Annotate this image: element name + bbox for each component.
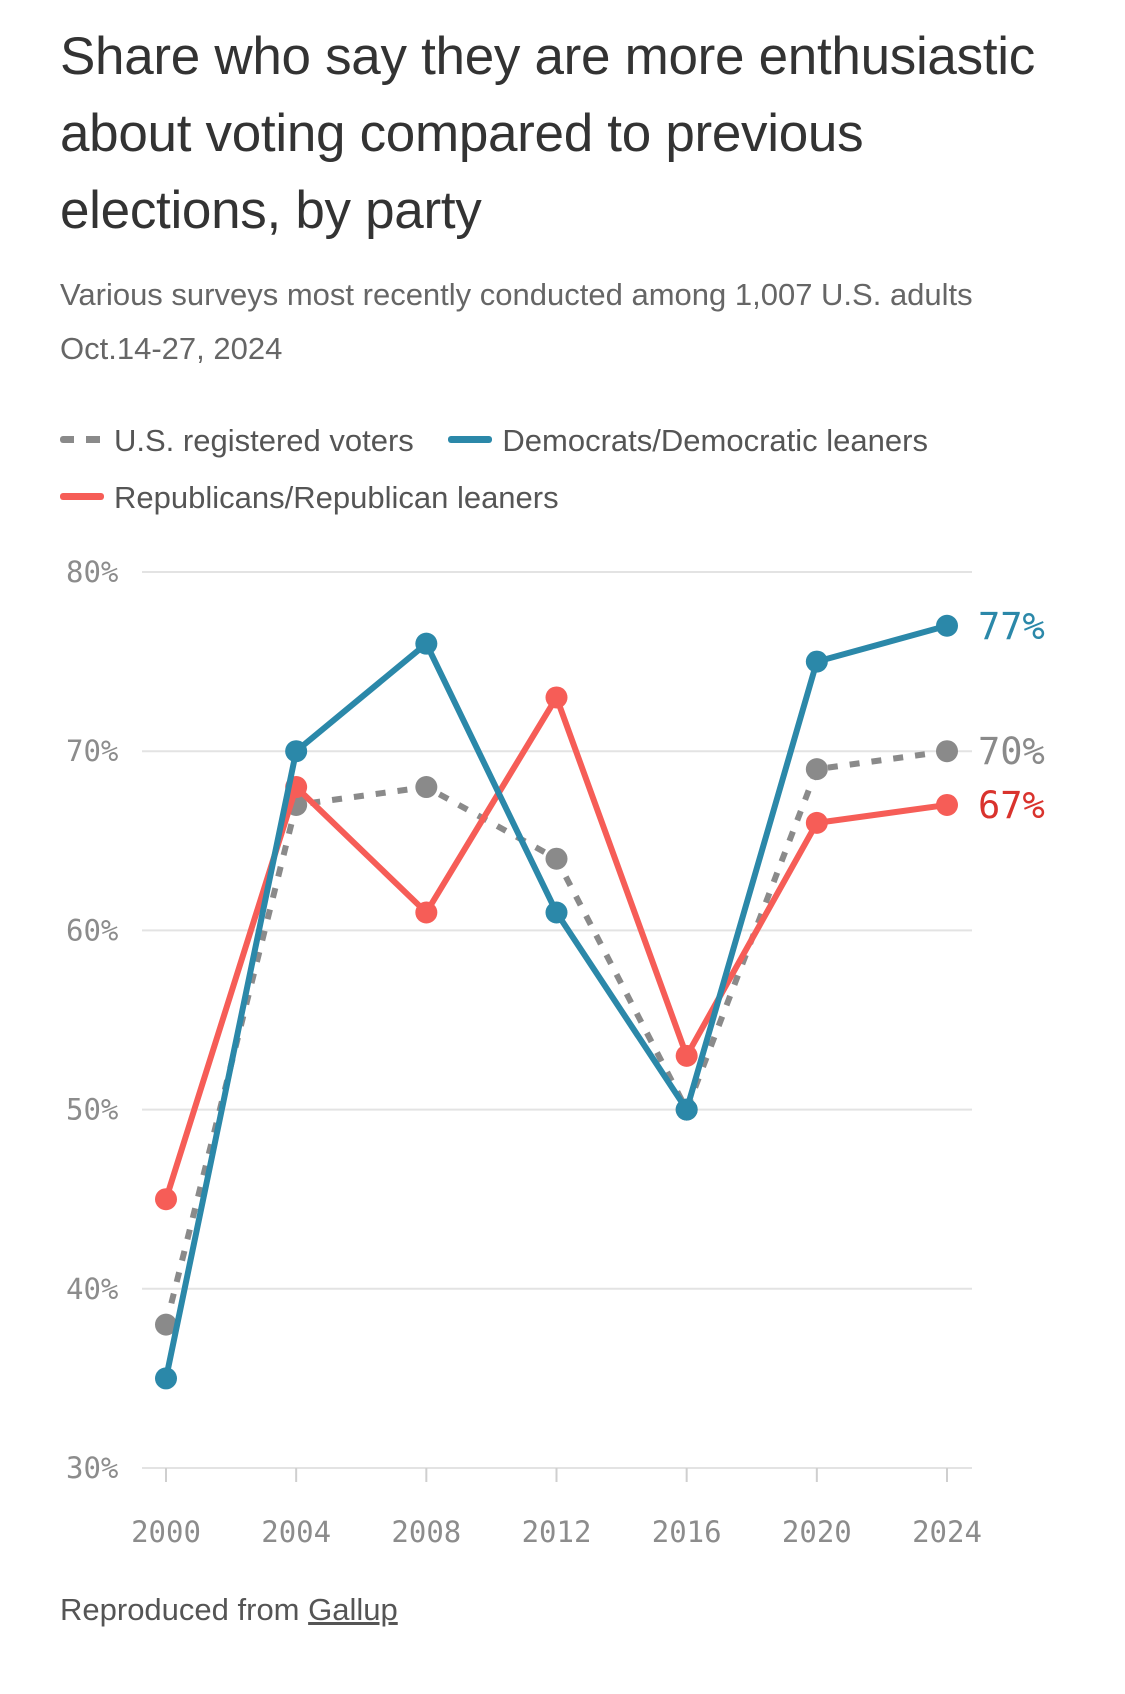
y-tick-label-80: 80%: [66, 555, 118, 589]
series-line-democrats: [163, 622, 950, 1382]
end-label-republicans: 67%: [978, 784, 1045, 827]
y-tick-label-70: 70%: [66, 734, 118, 768]
chart-legend: U.S. registered voters Democrats/Democra…: [60, 412, 1040, 526]
x-tick-label-2012: 2012: [522, 1515, 592, 1549]
point-republicans-2020: [805, 811, 828, 834]
x-tick-label-2004: 2004: [261, 1515, 331, 1549]
point-democrats-2008: [415, 632, 438, 655]
legend-swatch-republicans: [60, 493, 104, 501]
legend-item-republicans: Republicans/Republican leaners: [60, 469, 559, 526]
y-tick-label-30: 30%: [66, 1451, 118, 1485]
series-line-republicans: [163, 694, 950, 1203]
point-registered-2008: [415, 776, 438, 799]
chart-subtitle: Various surveys most recently conducted …: [60, 277, 973, 366]
y-tick-label-40: 40%: [66, 1272, 118, 1306]
point-republicans-2008: [415, 901, 438, 924]
legend-label-registered: U.S. registered voters: [114, 423, 414, 458]
legend-label-democrats: Democrats/Democratic leaners: [502, 423, 928, 458]
legend-item-democrats: Democrats/Democratic leaners: [448, 412, 928, 469]
point-democrats-2020: [805, 650, 828, 673]
x-tick-label-2024: 2024: [912, 1515, 982, 1549]
legend-item-registered: U.S. registered voters: [60, 412, 414, 469]
point-registered-2012: [545, 847, 568, 870]
source-prefix: Reproduced from: [60, 1592, 309, 1627]
source-link[interactable]: Gallup: [308, 1592, 398, 1627]
end-label-democrats: 77%: [978, 605, 1045, 648]
point-democrats-2024: [936, 614, 958, 637]
x-tick-label-2016: 2016: [652, 1515, 722, 1549]
point-registered-2000: [155, 1313, 177, 1336]
point-republicans-2024: [936, 793, 958, 816]
legend-swatch-registered: [60, 436, 104, 444]
point-republicans-2012: [545, 686, 568, 709]
chart-title: Share who say they are more enthusiastic…: [60, 27, 1035, 240]
point-democrats-2016: [675, 1098, 698, 1121]
legend-label-republicans: Republicans/Republican leaners: [114, 480, 559, 515]
point-democrats-2012: [545, 901, 568, 924]
point-democrats-2004: [285, 740, 308, 763]
x-tick-label-2008: 2008: [391, 1515, 461, 1549]
point-democrats-2000: [155, 1367, 177, 1390]
legend-swatch-democrats: [448, 436, 493, 444]
y-tick-label-50: 50%: [66, 1093, 118, 1127]
point-republicans-2016: [675, 1044, 698, 1067]
x-tick-label-2000: 2000: [131, 1515, 201, 1549]
x-tick-label-2020: 2020: [782, 1515, 852, 1549]
point-republicans-2000: [155, 1188, 177, 1211]
end-label-registered: 70%: [978, 730, 1045, 773]
y-tick-label-60: 60%: [66, 913, 118, 947]
source-footer: Reproduced from Gallup: [60, 1592, 398, 1628]
point-registered-2020: [805, 758, 828, 781]
point-registered-2024: [936, 740, 958, 763]
